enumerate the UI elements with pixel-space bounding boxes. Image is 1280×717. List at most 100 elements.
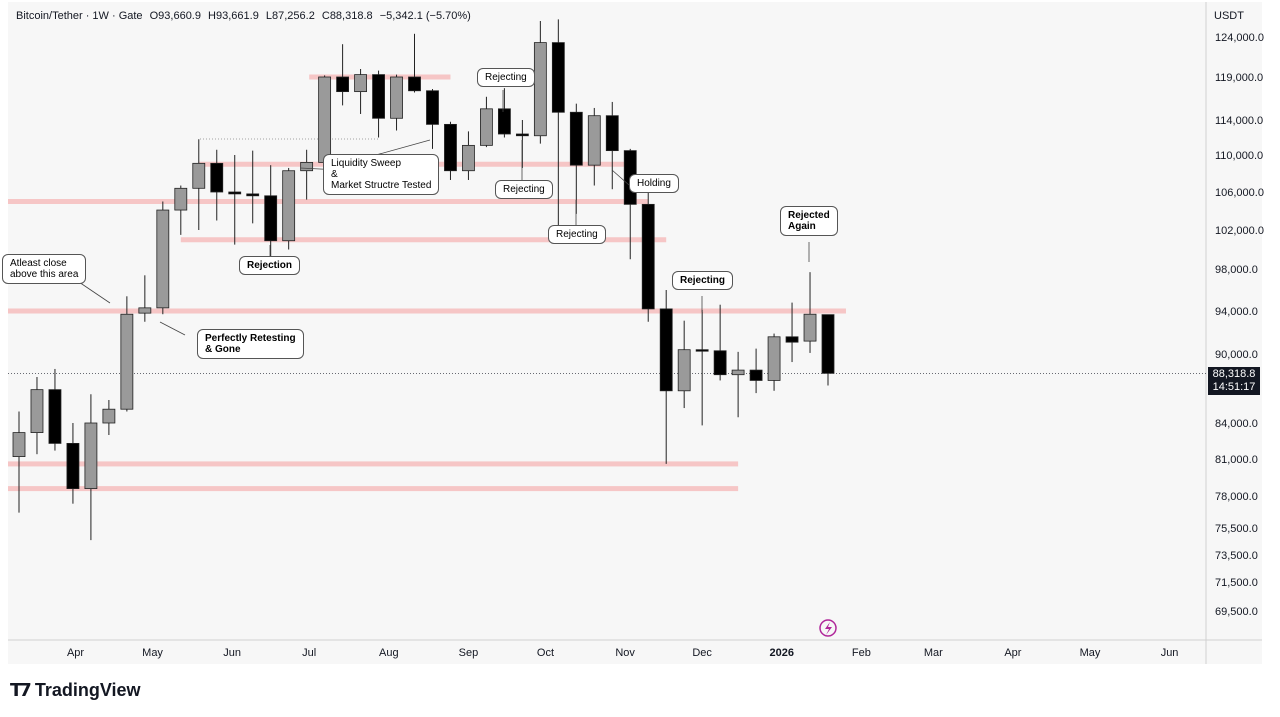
- zone-band-0: [8, 308, 846, 314]
- candle-body-45: [821, 314, 835, 374]
- candle-body-8: [156, 209, 170, 309]
- candle-body-1: [30, 389, 44, 433]
- callout-pointer-1: [159, 321, 186, 336]
- x-tick-label: Dec: [692, 647, 712, 659]
- callout-rejected-again: Rejected Again: [780, 206, 838, 236]
- candle-body-21: [390, 76, 403, 119]
- x-tick-label: Mar: [924, 647, 943, 659]
- x-tick-label: Jun: [1161, 647, 1179, 659]
- x-tick-label: Apr: [1004, 647, 1021, 659]
- callout-rejecting-4: Rejecting: [672, 271, 734, 290]
- x-tick-label: 2026: [770, 647, 794, 659]
- candle-body-24: [444, 123, 457, 172]
- price-axis-unit[interactable]: USDT: [1214, 10, 1244, 22]
- y-tick-label: 81,000.0: [1215, 454, 1258, 466]
- candle-body-25: [462, 144, 475, 172]
- candle-body-11: [210, 162, 224, 193]
- legend-close: C88,318.8: [321, 10, 373, 22]
- candle-body-33: [605, 115, 619, 152]
- candle-body-42: [767, 336, 781, 381]
- callout-rejecting-2: Rejecting: [495, 180, 553, 199]
- candle-body-19: [354, 74, 367, 93]
- candle-body-13: [246, 193, 260, 197]
- y-tick-label: 73,500.0: [1215, 550, 1258, 562]
- candle-body-15: [282, 170, 296, 242]
- y-tick-label: 119,000.0: [1215, 72, 1263, 84]
- chart-legend: Bitcoin/Tether · 1W · Gate O93,660.9 H93…: [16, 10, 475, 22]
- legend-change: −5,342.1 (−5.70%): [379, 10, 471, 22]
- candle-body-2: [48, 389, 62, 444]
- candle-body-18: [336, 76, 350, 93]
- y-tick-label: 84,000.0: [1215, 418, 1258, 430]
- candle-body-35: [641, 203, 655, 310]
- zone-band-5: [8, 461, 739, 467]
- candle-body-23: [426, 90, 439, 125]
- y-tick-label: 106,000.0: [1215, 187, 1264, 199]
- candle-body-5: [102, 408, 116, 424]
- y-tick-label: 71,500.0: [1215, 577, 1258, 589]
- tradingview-logo-icon: T7: [10, 680, 32, 701]
- candle-body-41: [749, 369, 763, 381]
- y-tick-label: 114,000.0: [1215, 115, 1263, 127]
- x-tick-label: Feb: [852, 647, 871, 659]
- candle-body-28: [515, 133, 529, 137]
- candle-body-6: [120, 313, 134, 410]
- bar-countdown: 14:51:17: [1212, 381, 1256, 393]
- candle-body-43: [785, 336, 799, 343]
- callout-close-above: Atleast close above this area: [2, 254, 87, 284]
- y-tick-label: 90,000.0: [1215, 349, 1258, 361]
- x-tick-label: Jul: [302, 647, 316, 659]
- y-tick-label: 98,000.0: [1215, 264, 1258, 276]
- x-tick-label: Apr: [67, 647, 84, 659]
- candle-body-38: [695, 349, 709, 352]
- legend-open: O93,660.9: [149, 10, 201, 22]
- candle-body-39: [713, 350, 727, 376]
- legend-high: H93,661.9: [208, 10, 259, 22]
- candle-body-44: [803, 313, 817, 342]
- candle-body-29: [533, 42, 547, 137]
- candle-body-10: [192, 162, 206, 189]
- x-tick-label: May: [1080, 647, 1101, 659]
- lightning-bolt-icon: [825, 622, 832, 635]
- zone-band-2: [180, 237, 667, 243]
- y-tick-label: 78,000.0: [1215, 491, 1258, 503]
- x-tick-label: May: [142, 647, 163, 659]
- x-tick-label: Oct: [537, 647, 554, 659]
- candle-body-7: [138, 307, 152, 314]
- zone-band-6: [8, 486, 739, 492]
- candle-body-20: [372, 74, 385, 119]
- candle-body-30: [551, 42, 565, 113]
- y-tick-label: 124,000.0: [1215, 32, 1264, 44]
- y-tick-label: 102,000.0: [1215, 225, 1264, 237]
- y-tick-label: 94,000.0: [1215, 306, 1258, 318]
- tradingview-brand[interactable]: T7 TradingView: [10, 680, 141, 701]
- legend-symbol: Bitcoin/Tether · 1W · Gate: [16, 10, 143, 22]
- callout-pointer-8: [611, 169, 630, 186]
- candle-body-37: [677, 349, 691, 392]
- y-tick-label: 110,000.0: [1215, 150, 1263, 162]
- callout-rejecting-1: Rejecting: [477, 68, 535, 87]
- x-tick-label: Jun: [223, 647, 241, 659]
- candle-body-9: [174, 187, 188, 211]
- callout-rejecting-3: Rejecting: [548, 225, 606, 244]
- brand-name: TradingView: [34, 680, 141, 700]
- candle-body-26: [480, 108, 493, 146]
- candle-body-14: [264, 195, 278, 242]
- candle-body-22: [408, 76, 421, 92]
- candle-body-40: [731, 369, 745, 376]
- candle-body-32: [587, 115, 601, 166]
- candle-body-16: [300, 161, 314, 172]
- last-price-value: 88,318.8: [1212, 368, 1256, 380]
- callout-liquidity-sweep: Liquidity Sweep & Market Structre Tested: [323, 154, 440, 195]
- callout-retesting: Perfectly Retesting & Gone: [197, 329, 304, 359]
- candle-body-3: [66, 442, 80, 489]
- candle-body-4: [84, 422, 98, 489]
- y-tick-label: 75,500.0: [1215, 523, 1258, 535]
- x-tick-label: Nov: [615, 647, 635, 659]
- last-price-label: 88,318.8 14:51:17: [1208, 367, 1260, 395]
- y-tick-label: 69,500.0: [1215, 606, 1258, 618]
- candle-body-31: [569, 111, 583, 166]
- candle-body-36: [659, 308, 673, 392]
- zone-band-1: [8, 199, 649, 204]
